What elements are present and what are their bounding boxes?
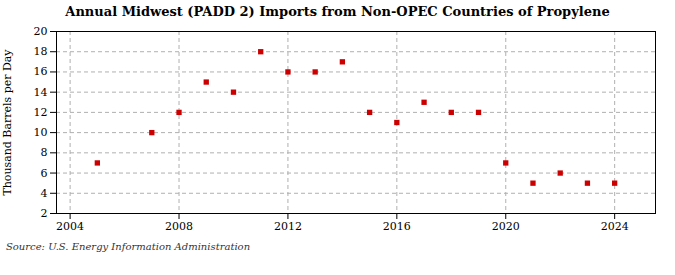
svg-text:2012: 2012 <box>274 220 302 233</box>
svg-text:12: 12 <box>34 106 48 119</box>
svg-text:2008: 2008 <box>165 220 193 233</box>
svg-text:6: 6 <box>41 167 48 180</box>
svg-text:14: 14 <box>34 86 48 99</box>
svg-text:2024: 2024 <box>601 220 629 233</box>
svg-text:2004: 2004 <box>56 220 84 233</box>
svg-text:Thousand Barrels per Day: Thousand Barrels per Day <box>1 49 14 196</box>
html-text:Source: U.S. Energy Informatio: Source: U.S. Energy Information Administ… <box>6 241 251 252</box>
svg-text:4: 4 <box>41 187 48 200</box>
svg-text:8: 8 <box>41 146 48 159</box>
svg-text:2: 2 <box>41 207 48 220</box>
svg-text:18: 18 <box>34 45 48 58</box>
svg-text:2016: 2016 <box>383 220 411 233</box>
svg-text:20: 20 <box>34 25 48 38</box>
svg-text:10: 10 <box>34 126 48 139</box>
svg-text:2020: 2020 <box>492 220 520 233</box>
html-text:Annual Midwest (PADD 2) Import: Annual Midwest (PADD 2) Imports from Non… <box>65 4 610 19</box>
svg-text:16: 16 <box>34 65 48 78</box>
